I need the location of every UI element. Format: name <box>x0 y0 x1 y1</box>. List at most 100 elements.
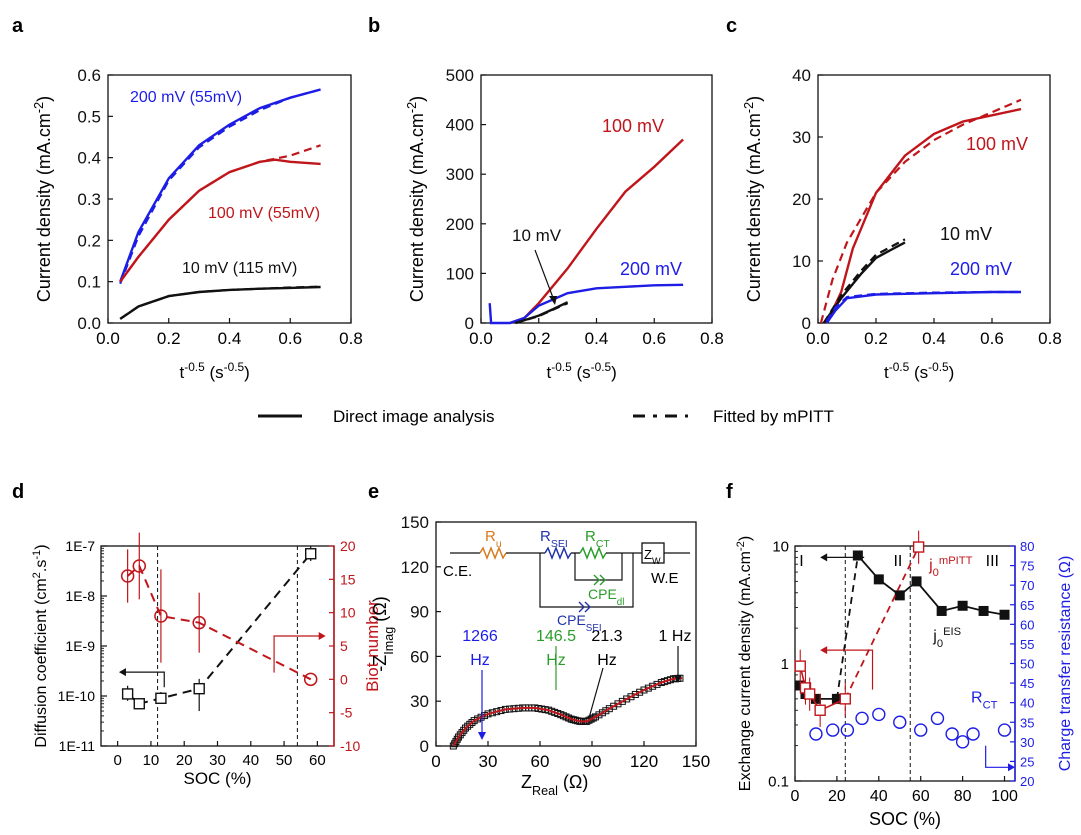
series-label-rct: RCT <box>971 690 998 712</box>
j0-mpitt-point <box>839 693 851 705</box>
y2-tick-label: 45 <box>1020 676 1034 691</box>
circuit-label-zw: ZW <box>644 547 661 566</box>
y-axis-label-part: -Z <box>370 655 390 672</box>
nyquist-point <box>466 720 474 728</box>
circuit-label-rct-part: R <box>585 528 596 545</box>
y2-tick-label: 20 <box>340 538 356 554</box>
x-tick-label: 0.8 <box>700 329 724 348</box>
y-axis-label: Current density (mA.cm-2) <box>32 96 54 302</box>
y2-tick-label: 50 <box>1020 657 1034 672</box>
biot-point <box>154 609 168 623</box>
arrow-head <box>1008 763 1015 772</box>
diffusion-point <box>155 692 167 704</box>
series-line-blue <box>825 290 1021 324</box>
y2-tick-label: 15 <box>340 571 356 587</box>
y-axis-label-part: ) <box>33 544 50 549</box>
y-tick-label: 0.3 <box>77 190 101 209</box>
panel-label-a: a <box>12 15 24 37</box>
nyquist-point <box>460 726 468 734</box>
rct-point <box>955 735 970 749</box>
x-tick-label: 0.0 <box>96 329 120 348</box>
region-label: III <box>986 553 999 570</box>
resistor-rct-icon <box>579 545 607 561</box>
panel-label-b: b <box>368 15 380 37</box>
y-tick-label: 300 <box>446 165 474 184</box>
j0-eis-point <box>810 693 821 704</box>
x-tick-label: 10 <box>143 752 160 769</box>
series-line-red <box>119 158 321 283</box>
x-axis-label-part: t <box>180 363 185 382</box>
x-axis-label: t-0.5 (s-0.5) <box>547 360 617 382</box>
freq-unit: Hz <box>470 652 490 669</box>
biot-trend <box>126 564 312 681</box>
panel-label-e: e <box>368 481 379 503</box>
x-tick-label: 0 <box>791 788 800 805</box>
x-tick-label: 0.2 <box>864 329 888 348</box>
y-axis-label-part: (Ω) <box>370 596 390 626</box>
y2-tick-label: 10 <box>340 605 356 621</box>
chart-panel-f: 0 20 40 60 80 100 0.1 1 10 20 25 30 35 40 45 50 55 60 65 70… <box>735 530 1074 829</box>
y-axis-label-part: ) <box>744 96 764 102</box>
y-tick-label: 0.6 <box>77 66 101 85</box>
nyquist-point <box>627 693 635 701</box>
x-tick-label: 0.8 <box>1038 329 1062 348</box>
y-tick-label: 150 <box>401 513 429 532</box>
j0-mpitt-point <box>794 660 806 672</box>
y-tick-label: 120 <box>401 558 429 577</box>
x-axis-label-part: Z <box>521 772 532 792</box>
y-axis-label-part: -2 <box>735 541 747 551</box>
y-axis-label-part: ) <box>407 96 427 102</box>
y-tick-label: 0.1 <box>768 773 789 790</box>
circuit-label-ce: C.E. <box>443 563 472 580</box>
circuit-label-rct: RCT <box>585 528 610 550</box>
arrow-head <box>820 646 828 655</box>
x-tick-label: 60 <box>309 752 326 769</box>
series-label-100mv: 100 mV <box>966 134 1028 154</box>
y-axis-label-part: -1 <box>31 550 43 560</box>
y2-tick-label: 35 <box>1020 715 1034 730</box>
y2-axis-label: Biot number <box>363 600 382 692</box>
y-axis-label: -ZImag (Ω) <box>370 596 396 671</box>
nyquist-point <box>610 702 618 710</box>
y-tick-label: 0.4 <box>77 149 101 168</box>
x-axis-label-part: ) <box>244 363 250 382</box>
x-tick-label: 0.0 <box>469 329 493 348</box>
j0-eis-point <box>873 574 884 585</box>
plot-frame <box>100 545 335 747</box>
freq-label: 1266 <box>462 628 498 645</box>
y-axis-label: Current density (mA.cm-2) <box>742 96 764 302</box>
panel-label-d: d <box>12 481 24 503</box>
series-label-j0-eis-part: j <box>932 628 937 645</box>
j0-mpitt-point <box>912 541 925 553</box>
y-axis-label-part: ) <box>34 96 54 102</box>
circuit-label-cpesei-part: SEI <box>586 623 602 634</box>
arrow-head <box>674 675 682 683</box>
legend-solid-label: Direct image analysis <box>333 407 495 426</box>
freq-arrow <box>588 667 604 719</box>
y-tick-label: 1E-7 <box>65 538 95 554</box>
y-tick-label: 90 <box>410 603 429 622</box>
y-tick-label: 0.1 <box>77 273 101 292</box>
nyquist-point <box>631 690 639 698</box>
y-axis-label-part: Imag <box>382 627 396 655</box>
circuit-label-cpedl-part: dl <box>617 597 625 608</box>
series-label-j0-mpitt-part: j <box>928 557 933 574</box>
y-tick-label: 0.0 <box>77 314 101 333</box>
x-tick-label: 0.4 <box>922 329 946 348</box>
arrow-head <box>820 553 828 562</box>
arrow-head <box>549 296 557 305</box>
y-axis-label-part: .s <box>33 560 50 572</box>
y-tick-label: 1 <box>781 656 789 673</box>
axis-arrow-rct <box>985 745 1011 768</box>
x-axis-label: SOC (%) <box>184 769 252 788</box>
x-axis-label-part: t <box>547 363 552 382</box>
y2-tick-label: 25 <box>1020 754 1034 769</box>
nyquist-point <box>653 680 661 688</box>
x-tick-label: 0.2 <box>527 329 551 348</box>
rct-point <box>840 723 855 737</box>
y2-tick-label: 65 <box>1020 598 1034 613</box>
series-label-rct-part: R <box>971 690 983 707</box>
y2-tick-label: 30 <box>1020 735 1034 750</box>
arrow-head <box>318 632 326 640</box>
series-label-j0-eis-part: EIS <box>943 626 961 638</box>
